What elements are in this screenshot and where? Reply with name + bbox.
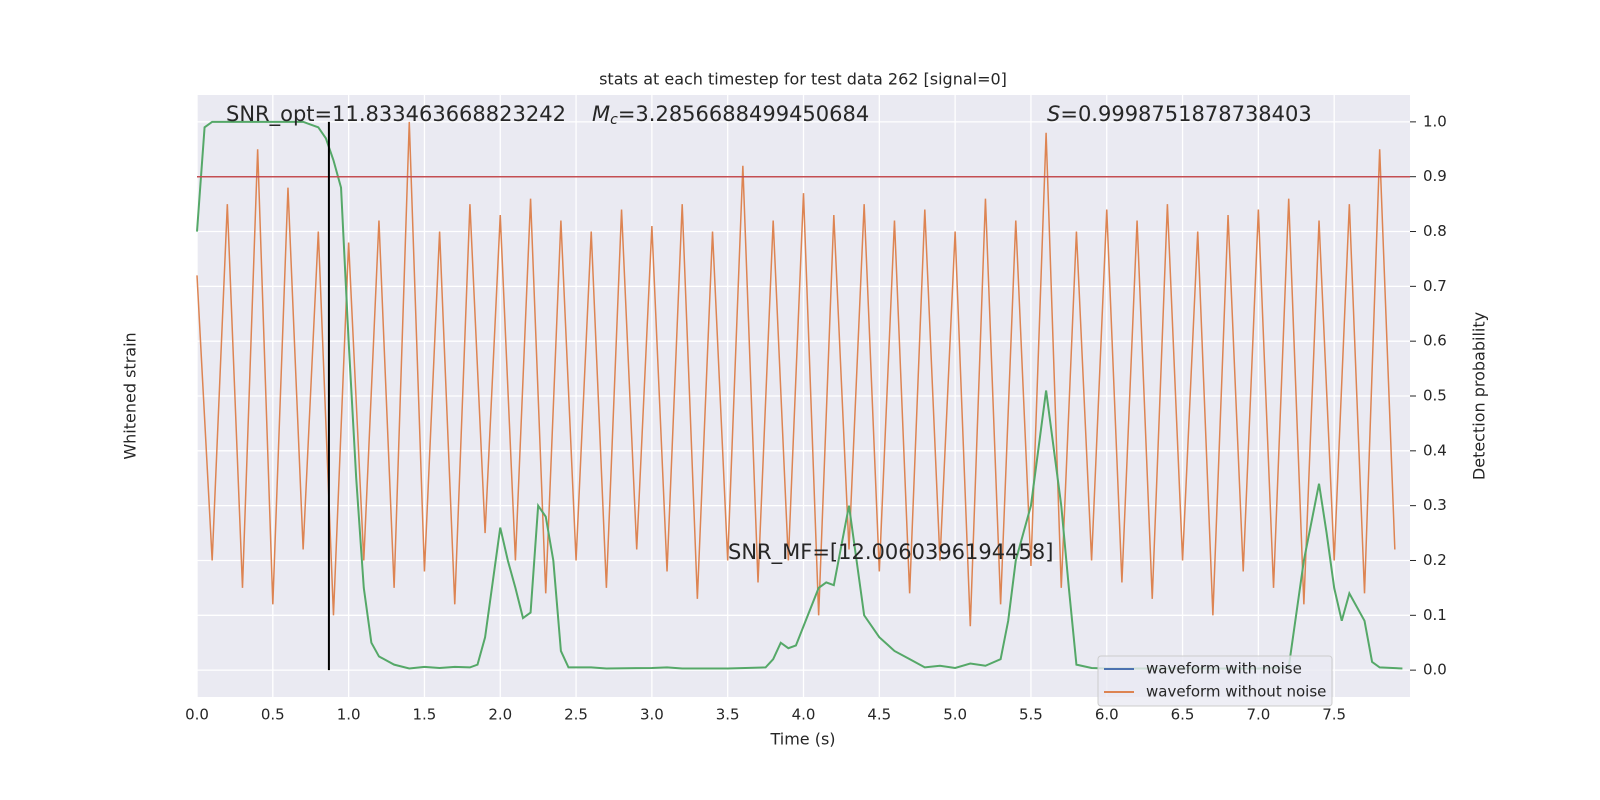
x-tick-label: 0.0 — [185, 706, 209, 724]
x-tick-label: 5.0 — [943, 706, 967, 724]
legend-label: waveform without noise — [1146, 683, 1326, 701]
y2-tick-label: 0.4 — [1423, 441, 1447, 459]
y2-tick-label: 0.3 — [1423, 496, 1447, 514]
series-line — [196, 120, 1403, 670]
x-axis-label: Time (s) — [769, 730, 835, 749]
y2-tick-label: 0.6 — [1423, 332, 1447, 350]
x-tick-label: 7.5 — [1322, 706, 1346, 724]
x-tick-label: 5.5 — [1019, 706, 1043, 724]
y2-tick-label: 0.1 — [1423, 606, 1447, 624]
y2-tick-label: 0.7 — [1423, 277, 1447, 295]
annotation: S=0.9998751878738403 — [1047, 102, 1312, 126]
chart-title: stats at each timestep for test data 262… — [599, 70, 1007, 89]
y2-tick-label: 0.8 — [1423, 222, 1447, 240]
annotation: Mc=3.2856688499450684 — [592, 102, 869, 128]
x-tick-label: 3.0 — [640, 706, 664, 724]
x-tick-label: 6.0 — [1095, 706, 1119, 724]
legend-label: waveform with noise — [1146, 660, 1302, 678]
annotation: S — [1047, 102, 1060, 126]
annotation: =3.2856688499450684 — [618, 102, 869, 126]
annotation: c — [610, 112, 618, 128]
y2-tick-label: 0.0 — [1423, 661, 1447, 679]
x-tick-label: 7.0 — [1246, 706, 1270, 724]
annotation: SNR_MF=[12.0060396194458] — [728, 540, 1053, 565]
y2-tick-label: 1.0 — [1423, 112, 1447, 130]
series-line — [196, 121, 1396, 627]
x-tick-label: 4.0 — [792, 706, 816, 724]
annotation: SNR_opt=11.833463668823242 — [226, 102, 566, 127]
x-tick-label: 0.5 — [261, 706, 285, 724]
x-tick-label: 3.5 — [716, 706, 740, 724]
annotation: =0.9998751878738403 — [1060, 102, 1311, 126]
x-tick-label: 2.0 — [488, 706, 512, 724]
legend: waveform with noise waveform without nois… — [1097, 655, 1333, 707]
y2-tick-label: 0.5 — [1423, 387, 1447, 405]
legend-box — [1097, 655, 1333, 707]
annotation: M — [592, 102, 610, 126]
y2-tick-label: 0.9 — [1423, 167, 1447, 185]
marks — [196, 120, 1410, 671]
x-tick-label: 1.5 — [413, 706, 437, 724]
x-tick-label: 2.5 — [564, 706, 588, 724]
y2-tick-label: 0.2 — [1423, 551, 1447, 569]
x-tick-label: 4.5 — [867, 706, 891, 724]
x-tick-label: 6.5 — [1171, 706, 1195, 724]
y-axis-label: Whitened strain — [121, 332, 140, 459]
y2-axis-label: Detection probability — [1470, 312, 1489, 480]
x-tick-label: 1.0 — [337, 706, 361, 724]
